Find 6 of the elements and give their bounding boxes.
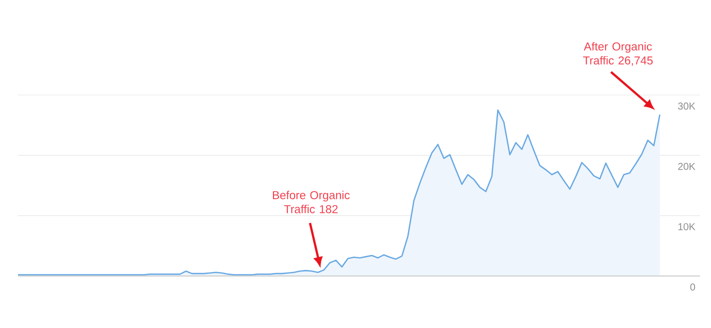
y-tick-label: 10K [678, 223, 696, 230]
annotation: Before Organic Traffic 182 [272, 190, 350, 214]
y-tick-label: 30K [678, 102, 696, 110]
text: After Organic Traffic 26,745 [583, 42, 653, 66]
y-tick-label: 20K [678, 162, 696, 170]
y-tick-label: 0 [690, 284, 696, 291]
